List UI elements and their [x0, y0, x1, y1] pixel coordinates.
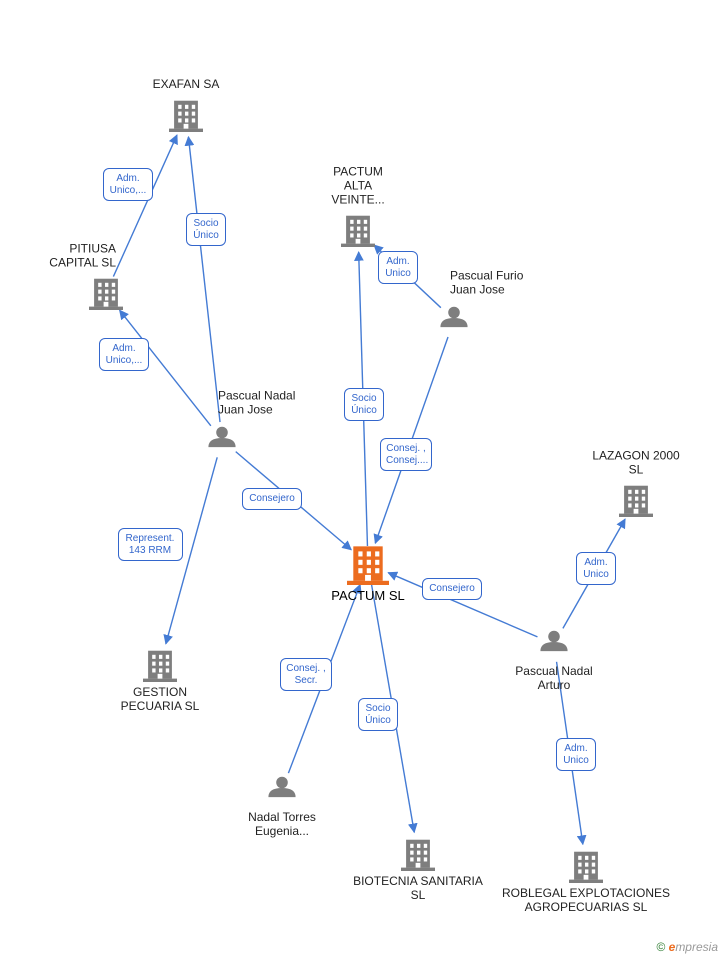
- edge: [557, 662, 583, 844]
- edge: [374, 245, 441, 308]
- copyright-symbol: ©: [656, 940, 665, 954]
- company-icon[interactable]: [569, 852, 603, 883]
- edge: [371, 582, 414, 833]
- edge: [388, 573, 537, 637]
- person-icon[interactable]: [208, 427, 235, 447]
- company-icon[interactable]: [169, 101, 203, 132]
- company-icon[interactable]: [143, 651, 177, 682]
- person-icon[interactable]: [540, 631, 567, 651]
- edge: [113, 135, 177, 277]
- company-center-icon[interactable]: [347, 546, 389, 585]
- company-icon[interactable]: [401, 840, 435, 871]
- company-icon[interactable]: [341, 216, 375, 247]
- edge: [166, 457, 217, 643]
- edge: [288, 585, 360, 774]
- edge: [375, 337, 448, 543]
- diagram-canvas: [0, 0, 728, 960]
- edge: [236, 452, 352, 550]
- company-icon[interactable]: [89, 279, 123, 310]
- person-icon[interactable]: [268, 777, 295, 797]
- person-icon[interactable]: [440, 307, 467, 327]
- edge: [120, 310, 211, 426]
- copyright: © empresia: [656, 940, 718, 954]
- brand-rest: mpresia: [675, 940, 718, 954]
- edge: [359, 252, 368, 546]
- company-icon[interactable]: [619, 486, 653, 517]
- edge: [563, 519, 625, 628]
- edge: [188, 137, 220, 422]
